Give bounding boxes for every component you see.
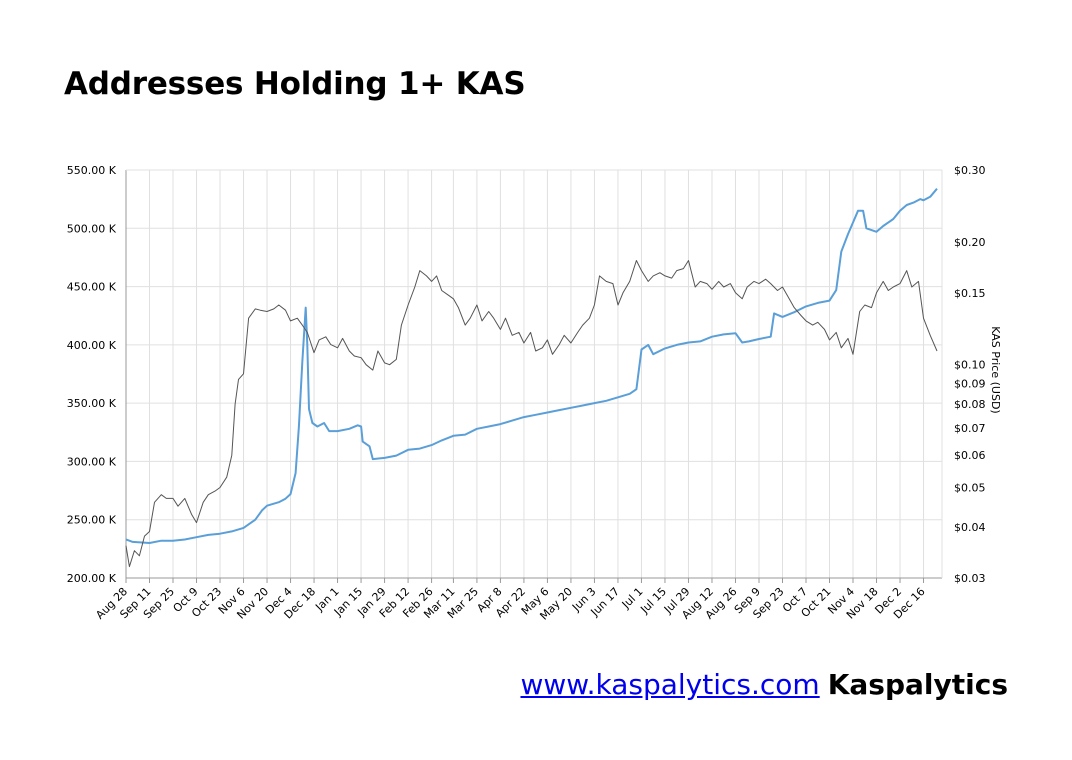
y-right-tick-label: $0.06 bbox=[954, 449, 986, 462]
y-left-tick-label: 300.00 K bbox=[67, 455, 117, 468]
y-left-tick-label: 350.00 K bbox=[67, 397, 117, 410]
chart-grid bbox=[125, 169, 942, 579]
addresses-series-line bbox=[125, 188, 938, 544]
page-title: Addresses Holding 1+ KAS bbox=[64, 66, 526, 102]
y-axis-left-labels: 200.00 K 250.00 K 300.00 K 350.00 K 400.00 K… bbox=[67, 164, 117, 585]
chart-series bbox=[125, 188, 938, 568]
y-right-tick-label: $0.08 bbox=[954, 398, 986, 411]
y-axis-right-title: KAS Price (USD) bbox=[989, 326, 1002, 413]
chart-svg: 200.00 K 250.00 K 300.00 K 350.00 K 400.00 K… bbox=[67, 164, 1002, 623]
y-left-tick-label: 450.00 K bbox=[67, 281, 117, 294]
y-left-tick-label: 500.00 K bbox=[67, 222, 117, 235]
y-right-tick-label: $0.03 bbox=[954, 572, 986, 585]
y-left-tick-label: 400.00 K bbox=[67, 339, 117, 352]
y-left-tick-label: 200.00 K bbox=[67, 572, 117, 585]
y-right-tick-label: $0.30 bbox=[954, 164, 986, 177]
y-right-tick-label: $0.15 bbox=[954, 287, 986, 300]
y-right-tick-label: $0.05 bbox=[954, 481, 986, 494]
footer: www.kaspalytics.com Kaspalytics bbox=[520, 668, 1008, 701]
y-right-tick-label: $0.09 bbox=[954, 377, 986, 390]
y-right-tick-label: $0.20 bbox=[954, 236, 986, 249]
chart-axes bbox=[125, 169, 943, 583]
price-series-line bbox=[125, 260, 938, 568]
footer-brand: Kaspalytics bbox=[827, 668, 1008, 701]
y-left-tick-label: 550.00 K bbox=[67, 164, 117, 177]
y-axis-right-labels: $0.03 $0.04 $0.05 $0.06 $0.07 $0.08 $0.09 $0.10… bbox=[954, 164, 986, 585]
y-right-tick-label: $0.04 bbox=[954, 521, 986, 534]
x-tick-label: Jul 15 bbox=[637, 585, 669, 617]
y-right-tick-label: $0.07 bbox=[954, 422, 986, 435]
footer-link[interactable]: www.kaspalytics.com bbox=[520, 668, 820, 701]
y-right-tick-label: $0.10 bbox=[954, 359, 986, 372]
y-left-tick-label: 250.00 K bbox=[67, 514, 117, 527]
